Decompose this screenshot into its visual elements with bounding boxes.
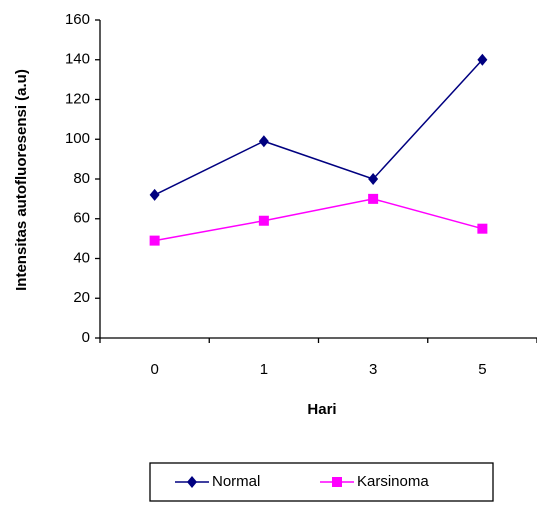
y-axis-label: Intensitas autofluoresensi (a.u)	[13, 69, 30, 291]
x-tick-label: 3	[369, 361, 377, 378]
y-tick-label: 120	[65, 90, 90, 107]
legend-label: Karsinoma	[357, 473, 429, 490]
x-axis-label: Hari	[307, 401, 336, 418]
y-tick-label: 40	[73, 249, 90, 266]
point	[477, 53, 488, 66]
point	[332, 477, 342, 487]
point	[149, 188, 160, 201]
y-tick-label: 80	[73, 170, 90, 187]
y-tick-label: 100	[65, 130, 90, 147]
point	[368, 193, 379, 204]
x-tick-label: 1	[260, 361, 268, 378]
point	[368, 173, 379, 185]
point	[149, 235, 160, 246]
y-tick-label: 60	[73, 210, 90, 227]
series-line	[154, 198, 483, 242]
y-tick-label: 20	[73, 289, 90, 306]
series-line	[154, 59, 483, 196]
y-tick-label: 160	[65, 11, 90, 28]
x-tick-label: 5	[478, 361, 486, 378]
x-tick-label: 0	[150, 361, 158, 378]
point	[258, 135, 269, 148]
y-tick-label: 140	[65, 51, 90, 68]
point	[477, 223, 488, 234]
y-tick-label: 0	[82, 329, 90, 346]
legend-label: Normal	[212, 473, 260, 490]
point	[258, 215, 269, 226]
point	[187, 476, 197, 488]
